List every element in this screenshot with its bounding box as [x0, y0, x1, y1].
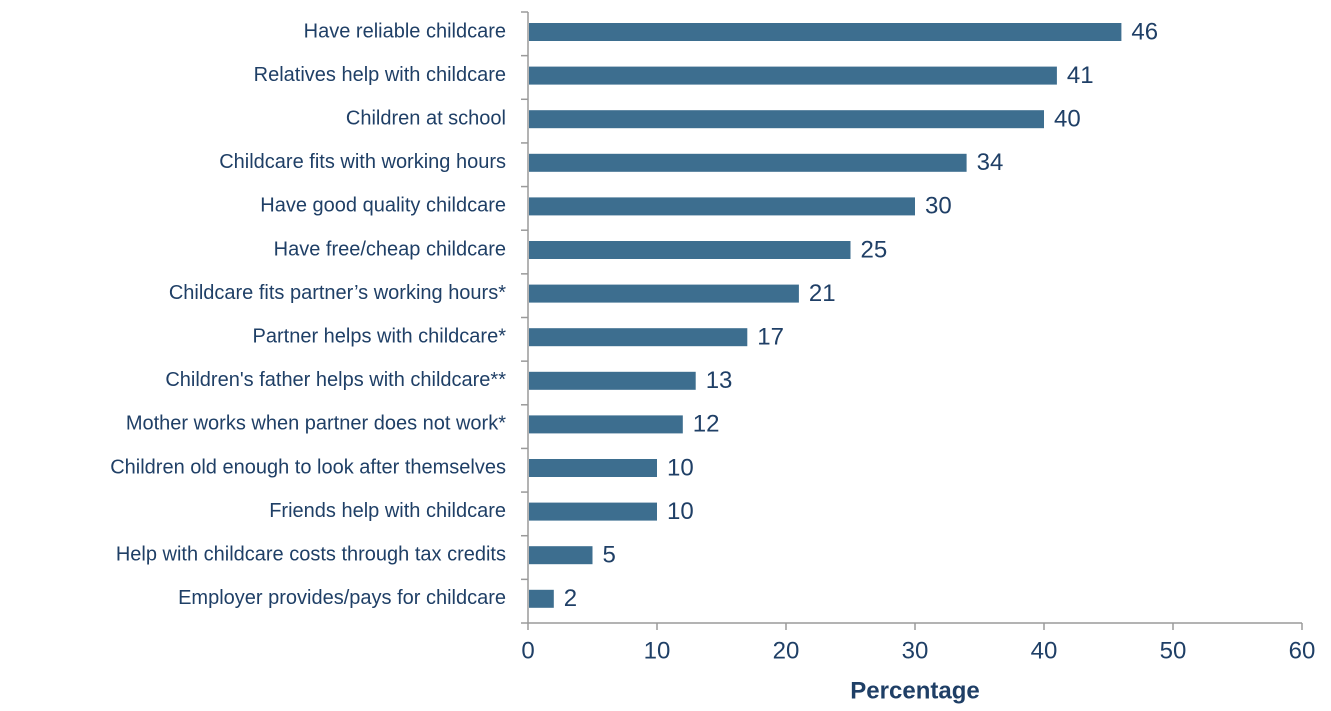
category-label: Help with childcare costs through tax cr… — [116, 543, 506, 565]
bar — [529, 546, 593, 565]
category-label: Have free/cheap childcare — [274, 238, 506, 260]
value-labels-group: 46 41 40 34 30 25 21 17 13 12 10 10 52 — [564, 18, 1158, 612]
bar — [529, 241, 851, 259]
category-label: Have good quality childcare — [260, 195, 506, 217]
data-label: 21 — [809, 280, 836, 307]
bar — [529, 589, 554, 608]
category-label: Children at school — [346, 107, 506, 129]
x-axis-title: Percentage — [850, 677, 979, 704]
axes-group — [527, 12, 1302, 624]
data-label: 10 — [667, 498, 694, 525]
data-label: 46 — [1131, 18, 1158, 45]
data-label: 30 — [925, 193, 952, 220]
data-label: 41 — [1067, 62, 1094, 89]
bar — [529, 415, 683, 434]
bar — [529, 284, 799, 303]
bar — [529, 328, 748, 347]
bars-group — [529, 23, 1122, 608]
x-tick-label: 10 — [644, 637, 671, 664]
x-tick-label: 30 — [902, 637, 929, 664]
category-label: Partner helps with childcare* — [253, 325, 507, 347]
x-tick-label: 0 — [521, 637, 534, 664]
category-labels-group: Have reliable childcare Relatives help wi… — [110, 20, 506, 609]
category-label: Childcare fits with working hours — [219, 151, 506, 173]
x-tick-label: 50 — [1160, 637, 1187, 664]
data-label: 5 — [603, 542, 616, 569]
category-label: Children old enough to look after themse… — [110, 456, 506, 478]
bar — [529, 197, 915, 216]
bar — [529, 502, 657, 521]
x-tick-label: 60 — [1289, 637, 1316, 664]
bar — [529, 23, 1122, 41]
data-label: 12 — [693, 411, 720, 438]
data-label: 13 — [706, 367, 733, 394]
data-label: 10 — [667, 454, 694, 481]
category-label: Employer provides/pays for childcare — [178, 587, 506, 609]
x-tick-label: 20 — [773, 637, 800, 664]
category-label: Relatives help with childcare — [254, 64, 506, 86]
bar — [529, 459, 657, 477]
data-label: 34 — [977, 149, 1004, 176]
category-label: Childcare fits partner’s working hours* — [169, 282, 506, 304]
category-label: Have reliable childcare — [304, 20, 506, 42]
category-label: Children's father helps with childcare** — [165, 369, 506, 391]
bar — [529, 371, 696, 390]
x-tick-label: 40 — [1031, 637, 1058, 664]
x-ticks-group: 0 10 20 30 40 50 60 — [521, 11, 1316, 664]
data-label: 2 — [564, 585, 577, 612]
data-label: 25 — [861, 236, 888, 263]
category-label: Mother works when partner does not work* — [126, 413, 506, 435]
bar — [529, 153, 967, 172]
category-label: Friends help with childcare — [269, 500, 506, 522]
data-label: 40 — [1054, 106, 1081, 133]
bar — [529, 110, 1044, 129]
data-label: 17 — [757, 324, 784, 351]
bar — [529, 66, 1057, 85]
